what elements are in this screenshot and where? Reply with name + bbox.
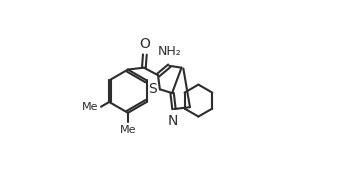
- Text: O: O: [139, 37, 150, 51]
- Text: NH₂: NH₂: [158, 45, 181, 58]
- Text: S: S: [148, 82, 157, 96]
- Text: Me: Me: [120, 125, 136, 135]
- Text: N: N: [168, 114, 178, 128]
- Text: Me: Me: [82, 102, 98, 112]
